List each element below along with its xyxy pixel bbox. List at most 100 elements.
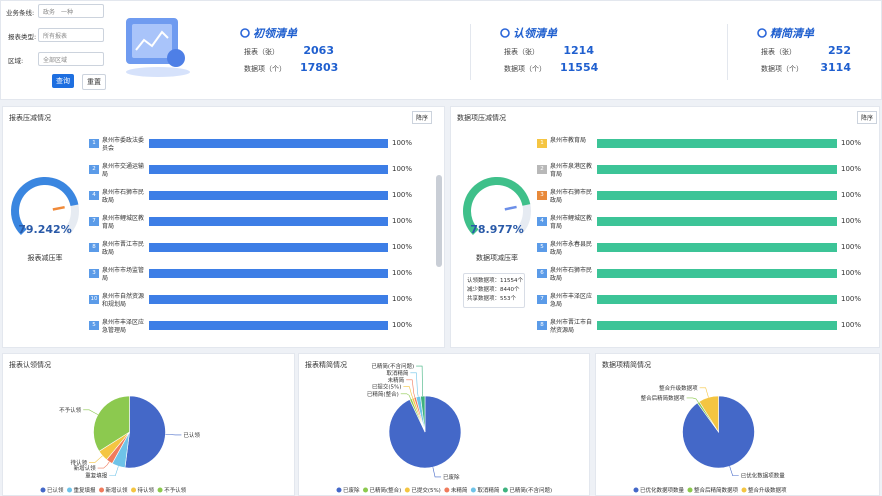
legend-swatch xyxy=(502,487,508,493)
stat-icon xyxy=(757,28,767,38)
bar-label: 100% xyxy=(392,191,413,199)
row-name: 泉州市市场监管局 xyxy=(102,267,145,282)
bar-label: 100% xyxy=(392,217,413,225)
info-line: 认领数据项：11554个 xyxy=(467,278,523,284)
slice-label: 待认领 xyxy=(70,458,87,466)
rank-badge: 2 xyxy=(537,165,547,174)
label-leader xyxy=(83,409,99,415)
rank-badge: 1 xyxy=(537,139,547,148)
row-name: 泉州市石狮市民政局 xyxy=(550,267,593,282)
divider xyxy=(470,24,471,80)
bar xyxy=(597,269,837,278)
legend-label: 新增认领 xyxy=(106,486,129,494)
rank-badge: 8 xyxy=(89,243,99,252)
sort-button[interactable]: 降序 xyxy=(411,111,432,124)
stat-label: 数据项（个） xyxy=(504,65,546,73)
rank-badge: 3 xyxy=(89,269,99,278)
bar-label: 100% xyxy=(841,191,862,199)
stat-value: 11554 xyxy=(560,61,599,74)
bar xyxy=(149,217,388,226)
filter-value: 政务 xyxy=(43,9,56,16)
label-leader xyxy=(699,387,709,398)
rank-badge: 8 xyxy=(537,321,547,330)
legend-swatch xyxy=(444,487,450,493)
legend-label: 取消精简 xyxy=(477,486,500,494)
bar xyxy=(597,243,837,252)
gauge-value: 78.977% xyxy=(470,223,524,236)
rank-badge: 7 xyxy=(89,217,99,226)
legend-label: 待认领 xyxy=(138,486,155,494)
stat-value: 2063 xyxy=(303,44,334,57)
legend-swatch xyxy=(633,487,639,493)
query-button[interactable]: 查询 xyxy=(52,74,74,88)
legend-label: 整合后精简数据项 xyxy=(694,486,739,494)
row-name: 泉州市自然资源和规划局 xyxy=(102,293,145,308)
bar xyxy=(597,191,837,200)
slice-label: 未精简 xyxy=(388,376,405,384)
stat-label: 数据项（个） xyxy=(244,65,286,73)
rank-badge: 7 xyxy=(537,295,547,304)
rank-badge: 1 xyxy=(89,139,99,148)
legend-label: 重复填报 xyxy=(74,486,97,494)
icon-ring xyxy=(500,28,510,38)
info-box: 认领数据项：11554个 减少数据项：8440个 共享数据项：553个 xyxy=(463,273,525,308)
stat-value: 1214 xyxy=(563,44,594,57)
bar-label: 100% xyxy=(392,139,413,147)
filter-extra: 一种 xyxy=(61,9,74,16)
gauge-label: 报表减压率 xyxy=(27,254,63,262)
row-name: 泉州市丰泽区应急局 xyxy=(550,293,593,308)
panel-title: 数据项精简情况 xyxy=(602,361,651,369)
bar xyxy=(149,243,388,252)
panel-title: 报表认领情况 xyxy=(9,361,51,369)
slice-label: 新增认领 xyxy=(74,464,97,472)
row-name: 泉州市晋江市自然资源局 xyxy=(550,319,593,334)
legend-label: 已提交(5%) xyxy=(411,486,441,494)
slice-label: 已提交(5%) xyxy=(372,383,402,391)
sort-button[interactable]: 降序 xyxy=(856,111,877,124)
gauge-pointer xyxy=(52,205,65,211)
divider xyxy=(727,24,728,80)
reset-button[interactable]: 重置 xyxy=(82,74,106,90)
bar xyxy=(597,165,837,174)
legend-swatch xyxy=(336,487,342,493)
icon-ring xyxy=(240,28,250,38)
stat-value: 17803 xyxy=(300,61,339,74)
bar xyxy=(149,269,388,278)
filter-select[interactable]: 全部区域 xyxy=(38,52,104,66)
bar xyxy=(149,321,388,330)
bar xyxy=(149,191,388,200)
label-leader xyxy=(109,466,119,477)
stat-icon xyxy=(500,28,510,38)
filter-select[interactable]: 政务 一种 xyxy=(38,4,104,18)
slice-label: 已精简(不含问题) xyxy=(371,362,414,370)
stat-icon xyxy=(240,28,250,38)
gauge-pointer xyxy=(504,205,517,211)
filter-label: 业务条线: xyxy=(6,9,35,17)
stat-label: 报表（张） xyxy=(761,48,796,56)
panel: 报表认领情况 已认领 重复填报 新增认领 待认领 不予认领 已认领 重复填报 新增认领 待认领 不予… xyxy=(2,353,295,496)
row-name: 泉州市石狮市民政局 xyxy=(550,189,593,204)
label-leader xyxy=(165,433,182,436)
label-leader xyxy=(432,467,442,478)
legend-swatch xyxy=(363,487,369,493)
row-name: 泉州市委政法委员会 xyxy=(102,137,145,152)
bar-label: 100% xyxy=(841,165,862,173)
panel: 报表压减情况 降序 79.242% 报表减压率 1 泉州市委政法委员会 100% 2 泉州市交通… xyxy=(2,106,445,348)
bar xyxy=(597,139,837,148)
filter-select[interactable]: 所有报表 xyxy=(38,28,104,42)
bar xyxy=(597,217,837,226)
bar xyxy=(149,165,388,174)
slice-label: 取消精简 xyxy=(386,369,409,377)
gauge-progress xyxy=(11,177,79,236)
bar-label: 100% xyxy=(841,243,862,251)
rank-badge: 4 xyxy=(89,191,99,200)
legend-label: 已认领 xyxy=(47,486,64,494)
legend-swatch xyxy=(687,487,693,493)
gauge-progress xyxy=(463,177,531,236)
stat-title: 精简清单 xyxy=(770,27,814,40)
slice-label: 已精简(整合) xyxy=(367,390,399,398)
label-leader xyxy=(400,393,411,400)
label-leader xyxy=(416,365,424,397)
